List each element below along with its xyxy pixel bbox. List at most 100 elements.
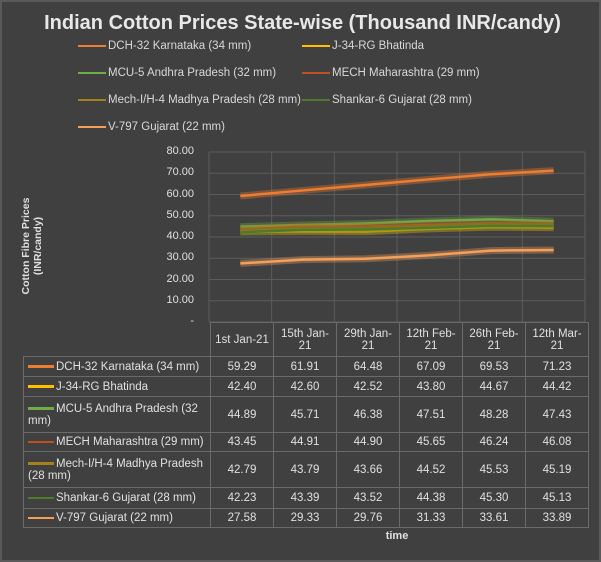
table-row: MECH Maharashtra (29 mm) 43.45 44.91 44.90 4… (23, 432, 589, 452)
table-cell: 31.33 (399, 508, 463, 528)
legend-item: Mech-I/H-4 Madhya Pradesh (28 mm) (78, 94, 301, 106)
row-label: Shankar-6 Gujarat (28 mm) (23, 487, 211, 509)
series-line (240, 169, 554, 198)
row-swatch (28, 496, 54, 500)
row-swatch (28, 385, 54, 388)
y-tick-label: 10.00 (166, 293, 194, 306)
row-label: V-797 Gujarat (22 mm) (23, 508, 211, 528)
table-cell: 45.65 (399, 432, 463, 452)
table-row: J-34-RG Bhatinda 42.40 42.60 42.52 43.80 44.6… (23, 376, 589, 397)
y-tick-label: 70.00 (166, 166, 194, 179)
legend-label: Shankar-6 Gujarat (28 mm) (332, 94, 472, 106)
legend-swatch (78, 125, 106, 129)
legend-swatch (78, 44, 106, 48)
row-swatch (28, 440, 54, 444)
row-label: DCH-32 Karnataka (34 mm) (23, 356, 211, 377)
y-tick-label: 30.00 (166, 251, 194, 264)
y-tick-label: 80.00 (166, 145, 194, 157)
y-tick-label: 40.00 (166, 230, 194, 242)
table-cell: 44.67 (462, 376, 526, 397)
table-cell: 43.66 (336, 451, 400, 488)
table-cell: 42.79 (210, 451, 274, 488)
data-table: 1st Jan-21 15th Jan-21 29th Jan-21 12th Feb… (23, 322, 589, 528)
table-cell: 47.43 (525, 396, 589, 433)
row-label-text: DCH-32 Karnataka (34 mm) (56, 360, 200, 373)
series-line (240, 248, 554, 265)
legend-label: DCH-32 Karnataka (34 mm) (108, 40, 252, 52)
row-swatch (28, 365, 54, 368)
row-label: MCU-5 Andhra Pradesh (32 mm) (23, 396, 211, 433)
legend-swatch (78, 71, 106, 75)
table-cell: 45.13 (525, 487, 589, 509)
table-cell: 43.39 (273, 487, 337, 509)
table-cell: 42.52 (336, 376, 400, 397)
row-label: MECH Maharashtra (29 mm) (23, 432, 211, 452)
table-row: V-797 Gujarat (22 mm) 27.58 29.33 29.76 31.3… (23, 508, 589, 528)
x-category-label: 1st Jan-21 (210, 322, 274, 357)
table-cell: 45.19 (525, 451, 589, 488)
row-label-text: J-34-RG Bhatinda (56, 380, 149, 393)
table-cell: 43.80 (399, 376, 463, 397)
row-label-text: MCU-5 Andhra Pradesh (32 mm) (28, 402, 198, 427)
table-cell: 29.33 (273, 508, 337, 528)
table-cell: 45.30 (462, 487, 526, 509)
table-cell: 33.61 (462, 508, 526, 528)
x-category-label: 26th Feb-21 (462, 322, 526, 357)
legend-swatch (302, 71, 330, 75)
legend-swatch (302, 44, 330, 48)
table-cell: 47.51 (399, 396, 463, 433)
y-tick-label: - (190, 315, 194, 327)
y-tick-label: 60.00 (166, 187, 194, 200)
row-label: J-34-RG Bhatinda (23, 376, 211, 397)
legend-label: J-34-RG Bhatinda (332, 40, 425, 52)
table-cell: 64.48 (336, 356, 400, 377)
legend-label: Mech-I/H-4 Madhya Pradesh (28 mm) (108, 94, 302, 106)
legend-item: J-34-RG Bhatinda (302, 40, 424, 52)
x-category-label: 29th Jan-21 (336, 322, 400, 357)
table-cell: 45.71 (273, 396, 337, 433)
legend-item: MECH Maharashtra (29 mm) (302, 67, 480, 79)
table-cell: 27.58 (210, 508, 274, 528)
table-cell: 69.53 (462, 356, 526, 377)
table-row: Mech-I/H-4 Madhya Pradesh (28 mm) 42.79 43… (23, 451, 589, 488)
y-tick-label: 50.00 (166, 208, 194, 221)
legend-label: MCU-5 Andhra Pradesh (32 mm) (108, 67, 277, 79)
table-cell: 42.23 (210, 487, 274, 509)
table-cell: 29.76 (336, 508, 400, 528)
x-axis-label: time (385, 530, 409, 542)
row-label-text: MECH Maharashtra (29 mm) (56, 436, 204, 448)
row-swatch (28, 407, 54, 410)
table-row: MCU-5 Andhra Pradesh (32 mm) 44.89 45.71 46… (23, 396, 589, 433)
table-header-row: 1st Jan-21 15th Jan-21 29th Jan-21 12th Feb… (23, 322, 589, 357)
table-cell: 44.52 (399, 451, 463, 488)
table-cell: 48.28 (462, 396, 526, 433)
chart-title: Indian Cotton Prices State-wise (Thousan… (44, 12, 561, 34)
legend-item: DCH-32 Karnataka (34 mm) (78, 40, 251, 52)
table-cell: 42.60 (273, 376, 337, 397)
legend-swatch (302, 98, 330, 102)
table-cell: 43.45 (210, 432, 274, 452)
table-cell: 44.90 (336, 432, 400, 452)
table-row: Shankar-6 Gujarat (28 mm) 42.23 43.39 43.52… (23, 487, 589, 509)
table-row: DCH-32 Karnataka (34 mm) 59.29 61.91 64.48 6… (23, 356, 589, 377)
row-swatch (28, 516, 54, 520)
x-category-label: 12th Mar-21 (525, 322, 589, 357)
table-cell: 61.91 (273, 356, 337, 377)
table-cell: 44.38 (399, 487, 463, 509)
table-cell: 43.52 (336, 487, 400, 509)
legend-item: V-797 Gujarat (22 mm) (78, 121, 225, 133)
table-cell: 59.29 (210, 356, 274, 377)
table-cell: 45.53 (462, 451, 526, 488)
row-label-text: V-797 Gujarat (22 mm) (56, 512, 173, 524)
table-cell: 42.40 (210, 376, 274, 397)
y-tick-label: 20.00 (166, 272, 194, 285)
series-line (240, 218, 554, 228)
x-category-label: 12th Feb-21 (399, 322, 463, 357)
row-label-text: Mech-I/H-4 Madhya Pradesh (28 mm) (28, 457, 204, 482)
table-cell: 44.42 (525, 376, 589, 397)
table-cell: 71.23 (525, 356, 589, 377)
legend-label: MECH Maharashtra (29 mm) (332, 67, 480, 79)
series-line (240, 222, 554, 231)
